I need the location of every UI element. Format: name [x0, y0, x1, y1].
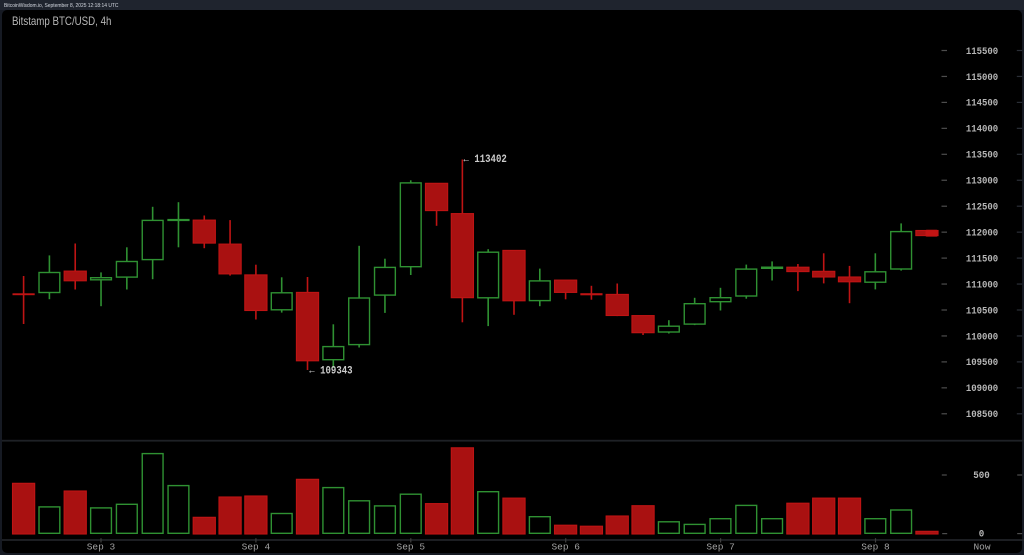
svg-text:110500: 110500 — [966, 305, 999, 317]
svg-text:114500: 114500 — [966, 97, 999, 109]
svg-text:114000: 114000 — [966, 123, 999, 135]
svg-text:110000: 110000 — [966, 331, 999, 343]
svg-text:108500: 108500 — [966, 409, 999, 421]
svg-text:109000: 109000 — [966, 383, 999, 395]
svg-text:112500: 112500 — [966, 201, 999, 213]
svg-text:113500: 113500 — [966, 149, 999, 161]
svg-text:115500: 115500 — [966, 45, 999, 57]
svg-text:Sep 8: Sep 8 — [861, 541, 890, 552]
svg-text:Sep 7: Sep 7 — [706, 541, 735, 552]
svg-text:← 109343: ← 109343 — [309, 366, 352, 378]
svg-text:Sep 3: Sep 3 — [87, 541, 116, 552]
svg-text:← 113402: ← 113402 — [464, 154, 507, 166]
svg-text:Now: Now — [973, 541, 990, 552]
svg-text:113000: 113000 — [966, 175, 999, 187]
svg-text:109500: 109500 — [966, 357, 999, 369]
svg-text:Sep 6: Sep 6 — [551, 541, 580, 552]
svg-text:115000: 115000 — [966, 71, 999, 83]
svg-text:112000: 112000 — [966, 227, 999, 239]
svg-text:Sep 5: Sep 5 — [397, 541, 426, 552]
svg-text:Sep 4: Sep 4 — [242, 541, 271, 552]
svg-text:111500: 111500 — [966, 253, 999, 265]
svg-text:0: 0 — [979, 528, 985, 539]
svg-text:500: 500 — [973, 470, 990, 481]
svg-text:111000: 111000 — [966, 279, 999, 291]
